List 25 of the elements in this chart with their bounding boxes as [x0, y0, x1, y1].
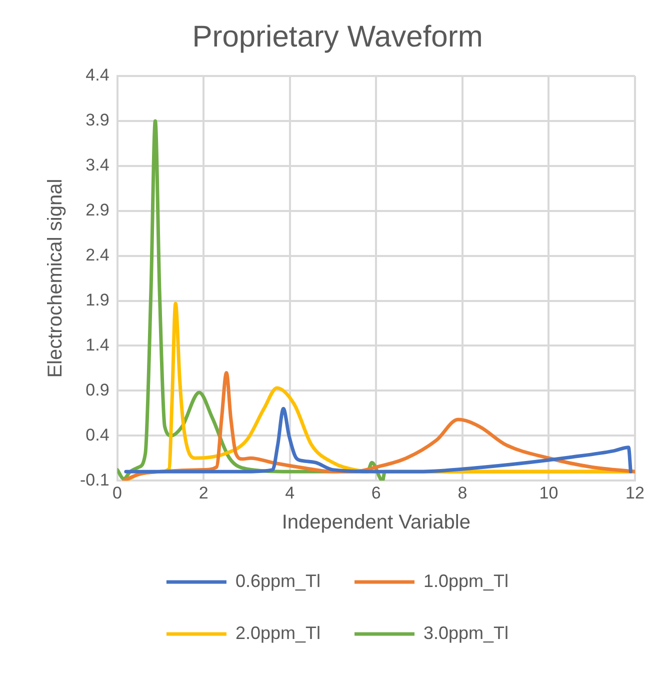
x-tick-label: 0: [112, 483, 122, 502]
y-tick-label: 0.9: [86, 380, 110, 400]
y-tick-label: 0.4: [86, 425, 110, 444]
y-tick-label: 1.4: [86, 335, 110, 354]
y-axis-title: Electrochemical signal: [44, 178, 67, 378]
x-tick-label: 12: [626, 483, 644, 502]
line-series: [124, 406, 632, 474]
chart-title: Proprietary Waveform: [192, 20, 483, 54]
x-tick-label: 4: [285, 483, 295, 502]
y-tick-label: 2.9: [86, 200, 110, 220]
legend-label: 0.6ppm_Tl: [235, 570, 321, 591]
y-tick-label: 1.9: [86, 290, 110, 310]
legend-label: 2.0ppm_Tl: [235, 622, 321, 643]
x-tick-label: 6: [371, 483, 381, 502]
x-tick-label: 2: [198, 483, 208, 502]
y-tick-label: -0.1: [80, 470, 110, 490]
y-tick-label: 2.4: [86, 246, 110, 265]
x-tick-label: 10: [539, 483, 558, 502]
y-tick-label: 3.4: [86, 156, 110, 175]
x-axis-title: Independent Variable: [282, 512, 470, 534]
x-tick-label: 8: [458, 483, 468, 502]
legend-label: 3.0ppm_Tl: [424, 622, 509, 643]
y-tick-label: 3.9: [86, 110, 110, 130]
y-tick-label: 4.4: [86, 66, 110, 85]
legend-label: 1.0ppm_Tl: [424, 570, 509, 591]
